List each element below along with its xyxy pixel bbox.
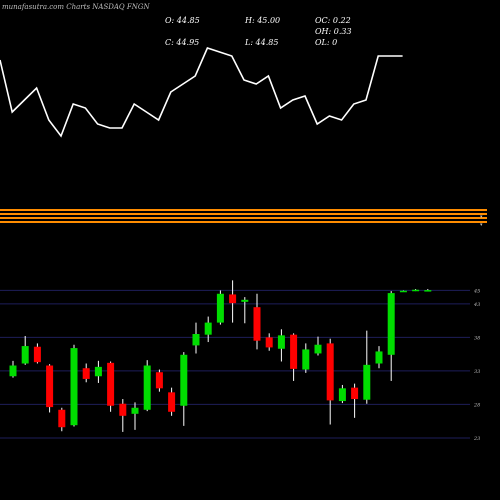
y-tick-label: 38: [474, 335, 480, 341]
candle-body: [399, 290, 407, 293]
candle: [21, 336, 29, 365]
candle-body: [338, 388, 346, 402]
candle-body: [290, 334, 298, 369]
price-axis-labels: 23 28 33 38 43 45: [473, 288, 480, 442]
y-tick-label: 43: [473, 302, 480, 308]
chart-title: munafasutra.com Charts NASDAQ FNGN: [2, 3, 150, 11]
candle: [192, 322, 200, 354]
candle: [131, 402, 139, 430]
candle-body: [412, 289, 420, 292]
candle-body: [131, 407, 139, 414]
stat-low: L: 44.85: [244, 38, 278, 47]
candle-body: [302, 349, 310, 370]
candle: [9, 360, 17, 378]
candle-body: [277, 335, 285, 349]
candle: [351, 383, 359, 418]
candle-body: [70, 348, 78, 426]
candle-body: [265, 337, 273, 348]
candle: [290, 333, 298, 381]
candle-body: [82, 368, 90, 379]
candlestick-series: [9, 280, 432, 432]
indicator-line: [0, 47, 403, 138]
band-line-3: [0, 217, 487, 219]
candle: [94, 360, 102, 383]
candle-body: [326, 343, 334, 401]
candle-body: [21, 346, 29, 364]
y-tick-label: 45: [473, 288, 480, 294]
candle: [82, 363, 90, 383]
candle: [229, 280, 237, 323]
band-marker-1: ▾: [480, 214, 483, 220]
stat-oh: OH: 0.33: [315, 27, 352, 36]
candle: [265, 333, 273, 351]
candle: [70, 344, 78, 427]
band-line-4: [0, 221, 487, 223]
candle-body: [9, 365, 17, 377]
candle-body: [119, 403, 127, 416]
stat-close: C: 44.95: [165, 38, 199, 47]
candle-body: [155, 372, 163, 389]
separator-band: ▾ ▾: [0, 209, 487, 228]
candle: [46, 364, 54, 413]
candle: [338, 384, 346, 404]
stat-open: O: 44.85: [165, 16, 200, 25]
stat-oc: OC: 0.22: [315, 16, 351, 25]
candle-body: [241, 299, 249, 302]
band-marker-2: ▾: [480, 222, 483, 228]
candle: [180, 352, 188, 426]
candle: [302, 343, 310, 373]
candle: [155, 369, 163, 392]
candle: [326, 338, 334, 425]
candle-body: [107, 362, 115, 406]
candle: [412, 289, 420, 292]
candle-body: [314, 344, 322, 354]
candle-body: [363, 364, 371, 400]
candle: [58, 407, 66, 432]
candle-body: [94, 366, 102, 377]
candle-body: [375, 351, 383, 364]
candle: [107, 361, 115, 412]
candle-body: [192, 334, 200, 346]
candle: [253, 293, 261, 350]
candle: [375, 346, 383, 369]
candle-body: [143, 365, 151, 410]
candle: [314, 336, 322, 356]
candle-body: [46, 365, 54, 408]
candle: [277, 329, 285, 362]
stat-ol: OL: 0: [315, 38, 337, 47]
band-line-1: [0, 209, 487, 211]
candle-body: [387, 293, 395, 355]
candle: [168, 387, 176, 416]
candle: [204, 316, 212, 343]
candle: [399, 290, 407, 293]
candle: [33, 343, 41, 364]
candle: [143, 360, 151, 412]
candle-body: [253, 307, 261, 341]
candle-body: [204, 322, 212, 335]
candle: [424, 289, 432, 292]
candle: [387, 291, 395, 381]
candle-body: [33, 346, 41, 363]
stat-high: H: 45.00: [244, 16, 280, 25]
band-line-2: [0, 213, 487, 215]
candle-body: [351, 387, 359, 400]
candle: [241, 297, 249, 324]
candle-body: [229, 294, 237, 304]
candle-body: [424, 290, 432, 292]
candle-body: [58, 409, 66, 428]
candle-body: [168, 392, 176, 412]
candle: [363, 330, 371, 404]
candle: [119, 399, 127, 432]
y-tick-label: 33: [474, 369, 480, 375]
y-tick-label: 28: [473, 402, 480, 408]
candle-body: [180, 354, 188, 406]
candle-body: [216, 293, 224, 323]
candle: [216, 290, 224, 325]
y-tick-label: 23: [473, 436, 480, 442]
